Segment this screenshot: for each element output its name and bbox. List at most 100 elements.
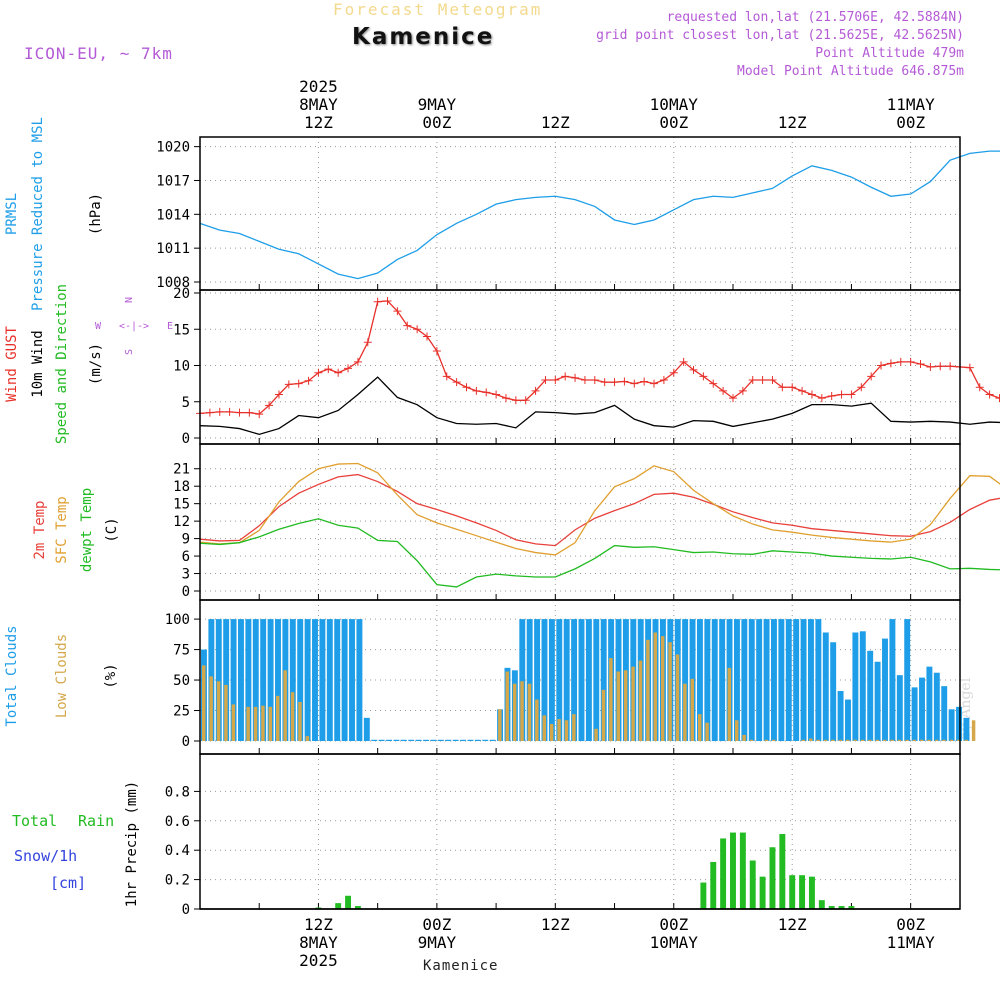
bar-total-cloud: [852, 632, 859, 741]
bar-rain: [769, 847, 776, 909]
y-tick-label: 15: [173, 322, 190, 338]
time-label-top: 12Z: [304, 113, 333, 132]
bar-total-cloud: [963, 717, 970, 741]
bar-total-cloud: [526, 619, 533, 741]
bar-total-cloud: [430, 739, 437, 741]
bar-rain: [710, 861, 717, 909]
bar-total-cloud: [474, 739, 481, 741]
chart-title: Kamenice: [352, 24, 495, 50]
gust-marker: [255, 410, 264, 419]
gust-marker: [265, 401, 274, 410]
bar-rain: [345, 895, 352, 909]
gust-marker: [393, 307, 402, 316]
gust-marker: [995, 394, 1000, 403]
bar-total-cloud: [822, 632, 829, 741]
gust-marker: [511, 396, 520, 405]
bar-low-cloud: [846, 739, 850, 741]
requested-coords: requested lon,lat (21.5706E, 42.5884N): [666, 10, 964, 25]
time-label-bottom: 10MAY: [650, 933, 699, 952]
bar-total-cloud: [393, 739, 400, 741]
gust-marker: [462, 383, 471, 392]
bar-low-cloud: [957, 739, 961, 741]
bar-total-cloud: [785, 619, 792, 741]
bar-total-cloud: [919, 677, 925, 741]
gridpoint-coords: grid point closest lon,lat (21.5625E, 42…: [596, 28, 964, 43]
bar-total-cloud: [423, 739, 429, 741]
bar-low-cloud: [224, 684, 228, 741]
panel-clouds: [194, 599, 976, 755]
gust-marker: [423, 332, 432, 341]
gust-marker: [877, 361, 886, 370]
gust-marker: [442, 372, 451, 381]
bar-low-cloud: [535, 699, 539, 741]
bar-total-cloud: [452, 739, 459, 741]
y-tick-label: 6: [182, 549, 190, 565]
panel-temp: [194, 443, 1000, 601]
panel-frame: [199, 136, 961, 291]
bar-total-cloud: [845, 699, 851, 741]
bar-low-cloud: [860, 739, 865, 741]
bar-low-cloud: [675, 654, 680, 741]
y-tick-label: 10: [173, 359, 190, 375]
bar-low-cloud: [890, 739, 894, 741]
gust-marker: [906, 357, 915, 366]
axis-label: Low Clouds: [54, 634, 70, 718]
bar-total-cloud: [600, 619, 607, 741]
y-tick-label: 0.8: [165, 784, 190, 800]
series-prmsl: [199, 150, 1000, 280]
gust-marker: [571, 373, 580, 382]
compass-bar: <-|->: [119, 321, 149, 332]
bar-total-cloud: [696, 619, 703, 741]
time-label-bottom: 2025: [299, 951, 338, 970]
bar-low-cloud: [512, 683, 517, 741]
bar-low-cloud: [705, 722, 709, 741]
gust-marker: [946, 362, 955, 371]
gust-marker: [847, 390, 856, 399]
y-tick-label: 0: [182, 431, 190, 447]
bar-low-cloud: [498, 709, 502, 741]
bar-total-cloud: [363, 717, 370, 741]
y-tick-label: 15: [173, 497, 190, 513]
bar-low-cloud: [690, 678, 695, 741]
bar-total-cloud: [941, 686, 948, 741]
bar-low-cloud: [897, 739, 902, 741]
point-altitude: Point Altitude 479m: [815, 46, 964, 61]
precip-label-snow: Snow/1h: [14, 847, 77, 865]
gust-marker: [580, 376, 589, 384]
gust-marker: [501, 394, 510, 403]
bar-total-cloud: [815, 619, 822, 741]
bar-total-cloud: [297, 619, 304, 741]
bar-low-cloud: [868, 739, 872, 741]
bar-low-cloud: [209, 676, 213, 741]
bar-total-cloud: [778, 619, 785, 741]
y-tick-label: 18: [173, 479, 190, 495]
bar-total-cloud: [223, 619, 230, 741]
gust-marker: [215, 407, 224, 416]
y-tick-label: 12: [173, 514, 190, 530]
bar-total-cloud: [408, 739, 415, 741]
bar-total-cloud: [896, 675, 903, 741]
y-tick-label: 75: [173, 643, 190, 659]
gust-marker: [817, 394, 826, 403]
axis-label: (%): [103, 663, 119, 688]
bar-rain: [848, 906, 855, 909]
bar-low-cloud: [801, 739, 806, 741]
bar-low-cloud: [616, 671, 620, 741]
bar-low-cloud: [816, 739, 820, 741]
gust-marker: [531, 386, 540, 395]
bar-total-cloud: [756, 619, 763, 741]
bar-total-cloud: [548, 619, 555, 741]
y-tick-label: 1020: [156, 140, 190, 156]
bar-total-cloud: [534, 619, 541, 741]
y-tick-label: 3: [182, 567, 190, 583]
gust-marker: [521, 396, 530, 405]
bar-rain: [335, 903, 342, 909]
gust-marker: [383, 296, 392, 305]
y-tick-label: 100: [165, 612, 190, 628]
y-tick-label: 0: [182, 584, 190, 600]
bar-low-cloud: [631, 666, 635, 741]
bar-low-cloud: [683, 683, 687, 741]
y-tick-label: 0.2: [165, 873, 190, 889]
bar-low-cloud: [668, 642, 672, 741]
bar-total-cloud: [948, 709, 955, 741]
